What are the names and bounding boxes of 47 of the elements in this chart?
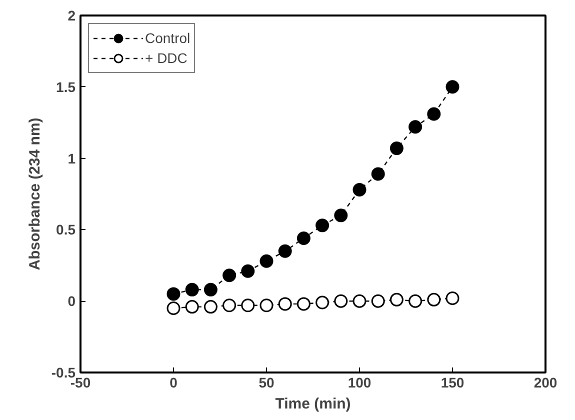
point xyxy=(185,300,199,314)
legend-label: + DDC xyxy=(145,50,188,66)
y-tick-label: 1 xyxy=(68,150,76,166)
point xyxy=(316,218,330,232)
point xyxy=(278,297,292,311)
point xyxy=(334,294,348,308)
point xyxy=(241,264,255,278)
point xyxy=(241,298,255,312)
y-tick-label: -0.5 xyxy=(51,364,76,380)
y-axis-title: Absorbance (234 nm) xyxy=(26,118,44,270)
point xyxy=(316,296,330,310)
y-tick-label: 1.5 xyxy=(56,78,76,95)
point xyxy=(408,120,422,134)
point xyxy=(427,107,441,121)
point xyxy=(334,208,348,222)
point xyxy=(278,244,292,258)
point xyxy=(408,294,422,308)
point xyxy=(222,298,236,312)
point xyxy=(427,292,441,306)
x-tick-label: 150 xyxy=(440,374,464,390)
x-tick-label: 200 xyxy=(534,374,558,390)
point xyxy=(352,294,366,308)
point xyxy=(185,282,199,296)
point xyxy=(222,268,236,282)
point xyxy=(296,232,310,246)
point xyxy=(352,182,366,196)
point xyxy=(446,80,460,94)
point xyxy=(371,294,385,308)
point xyxy=(446,292,460,305)
point xyxy=(296,297,310,311)
point xyxy=(371,167,385,181)
point xyxy=(204,300,218,314)
point xyxy=(390,292,404,306)
point xyxy=(260,298,274,312)
y-tick-label: 0 xyxy=(68,293,76,310)
point xyxy=(390,142,404,156)
y-tick-label: 0.5 xyxy=(56,222,76,238)
point xyxy=(166,287,180,301)
legend-label: Control xyxy=(145,30,190,46)
point xyxy=(166,302,180,315)
point xyxy=(204,282,218,296)
x-tick-label: 100 xyxy=(348,374,372,390)
x-axis-title: Time (min) xyxy=(275,396,351,412)
point xyxy=(260,254,274,268)
x-tick-label: 0 xyxy=(170,374,178,390)
y-tick-label: 2 xyxy=(68,8,76,24)
x-tick-label: 50 xyxy=(258,374,274,390)
